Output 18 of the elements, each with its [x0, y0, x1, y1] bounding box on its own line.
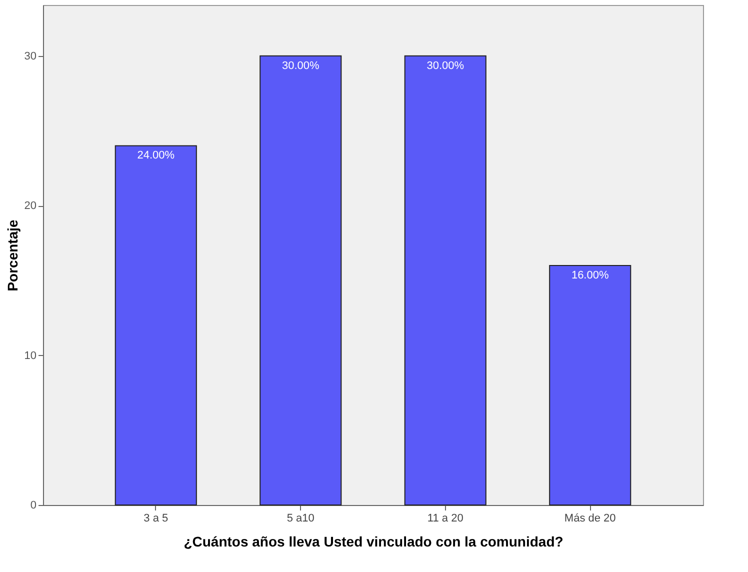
data-label: 24.00% — [137, 150, 175, 162]
bar — [549, 264, 632, 506]
x-tick-label: 3 a 5 — [144, 512, 168, 524]
y-tick-label: 10 — [24, 350, 36, 362]
bar — [404, 55, 486, 506]
y-tick-label: 20 — [24, 200, 36, 212]
x-tick-label: Más de 20 — [564, 512, 616, 524]
x-axis-title: ¿Cuántos años lleva Usted vinculado con la comunidad? — [184, 534, 564, 550]
x-tick-label: 5 a10 — [286, 512, 314, 524]
y-axis-title: Porcentaje — [4, 219, 20, 292]
data-label: 30.00% — [426, 60, 464, 72]
data-label: 16.00% — [571, 269, 609, 282]
y-tick-label: 30 — [24, 50, 36, 62]
x-tick-label: 11 a 20 — [427, 512, 464, 524]
y-tick-label: 0 — [30, 500, 36, 512]
bar — [114, 145, 197, 506]
data-label: 30.00% — [282, 60, 320, 72]
bar — [260, 55, 342, 506]
